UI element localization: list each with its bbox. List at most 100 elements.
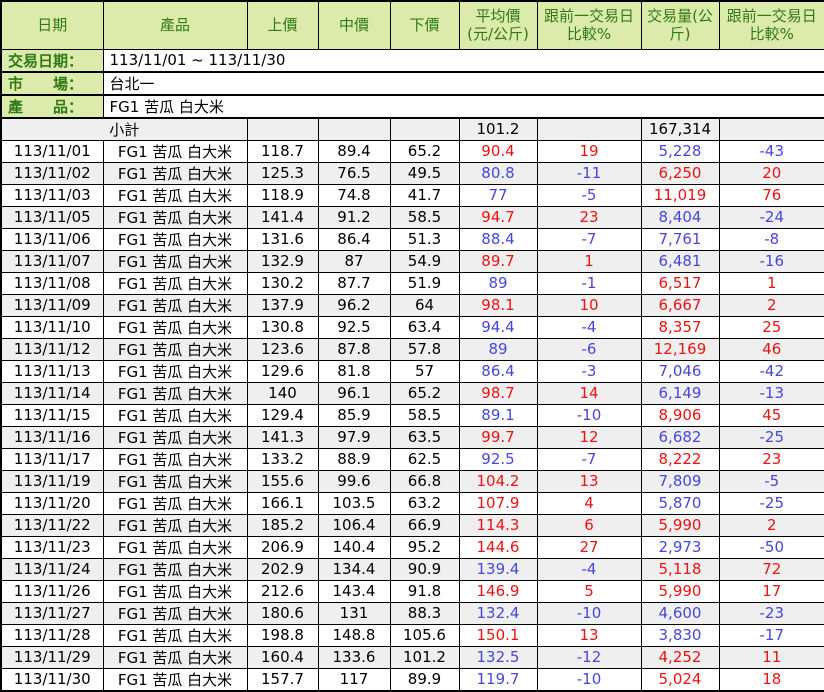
avg-price-cell: 146.9: [458, 579, 538, 603]
product-cell: FG1 苦瓜 白大米: [102, 293, 248, 317]
volume-cell: 8,906: [640, 403, 720, 427]
col-header-low-price: 下價: [389, 0, 460, 50]
mid-price-cell: 96.1: [317, 381, 391, 405]
mid-price-cell: 92.5: [317, 315, 391, 339]
mid-price-cell: 81.8: [317, 359, 391, 383]
date-cell: 113/11/08: [0, 271, 104, 295]
high-price-cell: 132.9: [246, 249, 319, 273]
avg-price-cell: 80.8: [458, 161, 538, 185]
product-cell: FG1 苦瓜 白大米: [102, 579, 248, 603]
avg-price-cell: 94.7: [458, 205, 538, 229]
table-row: 113/11/15 FG1 苦瓜 白大米 129.4 85.9 58.5 89.…: [0, 403, 824, 427]
table-row: 113/11/08 FG1 苦瓜 白大米 130.2 87.7 51.9 89 …: [0, 271, 824, 295]
trade-date-row: 交易日期： 113/11/01 ~ 113/11/30: [0, 48, 824, 73]
date-cell: 113/11/17: [0, 447, 104, 471]
volume-change-cell: -25: [718, 491, 824, 515]
product-value: FG1 苦瓜 白大米: [102, 94, 824, 119]
product-cell: FG1 苦瓜 白大米: [102, 161, 248, 185]
mid-price-cell: 131: [317, 601, 391, 625]
product-row: 產 品： FG1 苦瓜 白大米: [0, 94, 824, 119]
volume-change-cell: -8: [718, 227, 824, 251]
mid-price-cell: 140.4: [317, 535, 391, 559]
product-cell: FG1 苦瓜 白大米: [102, 491, 248, 515]
high-price-cell: 141.4: [246, 205, 319, 229]
product-cell: FG1 苦瓜 白大米: [102, 227, 248, 251]
high-price-cell: 123.6: [246, 337, 319, 361]
price-change-cell: -10: [536, 403, 642, 427]
low-price-cell: 89.9: [389, 667, 460, 691]
table-row: 113/11/23 FG1 苦瓜 白大米 206.9 140.4 95.2 14…: [0, 535, 824, 559]
market-label: 市 場：: [0, 71, 104, 96]
mid-price-cell: 117: [317, 667, 391, 691]
product-label: 產 品：: [0, 94, 104, 119]
avg-price-cell: 150.1: [458, 623, 538, 647]
high-price-cell: 141.3: [246, 425, 319, 449]
price-change-cell: -7: [536, 447, 642, 471]
low-price-cell: 51.9: [389, 271, 460, 295]
date-cell: 113/11/26: [0, 579, 104, 603]
date-cell: 113/11/13: [0, 359, 104, 383]
volume-cell: 8,222: [640, 447, 720, 471]
price-change-cell: -4: [536, 315, 642, 339]
avg-price-cell: 89.1: [458, 403, 538, 427]
product-cell: FG1 苦瓜 白大米: [102, 557, 248, 581]
date-cell: 113/11/12: [0, 337, 104, 361]
price-change-cell: 1: [536, 249, 642, 273]
avg-price-cell: 89: [458, 271, 538, 295]
col-header-volume: 交易量(公 斤): [640, 0, 720, 50]
col-header-avg-price: 平均價 (元/公斤): [458, 0, 538, 50]
avg-price-cell: 88.4: [458, 227, 538, 251]
avg-price-cell: 98.1: [458, 293, 538, 317]
product-cell: FG1 苦瓜 白大米: [102, 183, 248, 207]
volume-change-cell: -23: [718, 601, 824, 625]
volume-change-cell: 72: [718, 557, 824, 581]
high-price-cell: 140: [246, 381, 319, 405]
table-row: 113/11/17 FG1 苦瓜 白大米 133.2 88.9 62.5 92.…: [0, 447, 824, 471]
table-row: 113/11/05 FG1 苦瓜 白大米 141.4 91.2 58.5 94.…: [0, 205, 824, 229]
low-price-cell: 90.9: [389, 557, 460, 581]
mid-price-cell: 86.4: [317, 227, 391, 251]
volume-cell: 7,761: [640, 227, 720, 251]
table-row: 113/11/10 FG1 苦瓜 白大米 130.8 92.5 63.4 94.…: [0, 315, 824, 339]
col-header-high-price: 上價: [246, 0, 319, 50]
volume-change-cell: 17: [718, 579, 824, 603]
mid-price-cell: 106.4: [317, 513, 391, 537]
product-cell: FG1 苦瓜 白大米: [102, 469, 248, 493]
product-cell: FG1 苦瓜 白大米: [102, 381, 248, 405]
trade-date-value: 113/11/01 ~ 113/11/30: [102, 48, 824, 73]
price-change-cell: 14: [536, 381, 642, 405]
price-change-cell: 4: [536, 491, 642, 515]
product-cell: FG1 苦瓜 白大米: [102, 403, 248, 427]
col-header-volume-change: 跟前一交易日 比較%: [718, 0, 824, 50]
price-change-cell: -4: [536, 557, 642, 581]
date-cell: 113/11/29: [0, 645, 104, 669]
avg-price-cell: 90.4: [458, 139, 538, 163]
table-row: 113/11/22 FG1 苦瓜 白大米 185.2 106.4 66.9 11…: [0, 513, 824, 537]
table-row: 113/11/01 FG1 苦瓜 白大米 118.7 89.4 65.2 90.…: [0, 139, 824, 163]
avg-price-cell: 132.4: [458, 601, 538, 625]
mid-price-cell: 91.2: [317, 205, 391, 229]
mid-price-cell: 87: [317, 249, 391, 273]
volume-change-cell: 1: [718, 271, 824, 295]
high-price-cell: 130.2: [246, 271, 319, 295]
volume-cell: 6,682: [640, 425, 720, 449]
trade-date-label: 交易日期：: [0, 48, 104, 73]
high-price-cell: 198.8: [246, 623, 319, 647]
date-cell: 113/11/28: [0, 623, 104, 647]
price-change-cell: 13: [536, 623, 642, 647]
low-price-cell: 51.3: [389, 227, 460, 251]
market-row: 市 場： 台北一: [0, 71, 824, 96]
volume-cell: 5,024: [640, 667, 720, 691]
high-price-cell: 180.6: [246, 601, 319, 625]
volume-change-cell: -43: [718, 139, 824, 163]
high-price-cell: 137.9: [246, 293, 319, 317]
volume-change-cell: -42: [718, 359, 824, 383]
volume-change-cell: 45: [718, 403, 824, 427]
table-row: 113/11/27 FG1 苦瓜 白大米 180.6 131 88.3 132.…: [0, 601, 824, 625]
volume-change-cell: 20: [718, 161, 824, 185]
low-price-cell: 58.5: [389, 205, 460, 229]
date-cell: 113/11/23: [0, 535, 104, 559]
price-change-cell: -1: [536, 271, 642, 295]
price-change-cell: 6: [536, 513, 642, 537]
